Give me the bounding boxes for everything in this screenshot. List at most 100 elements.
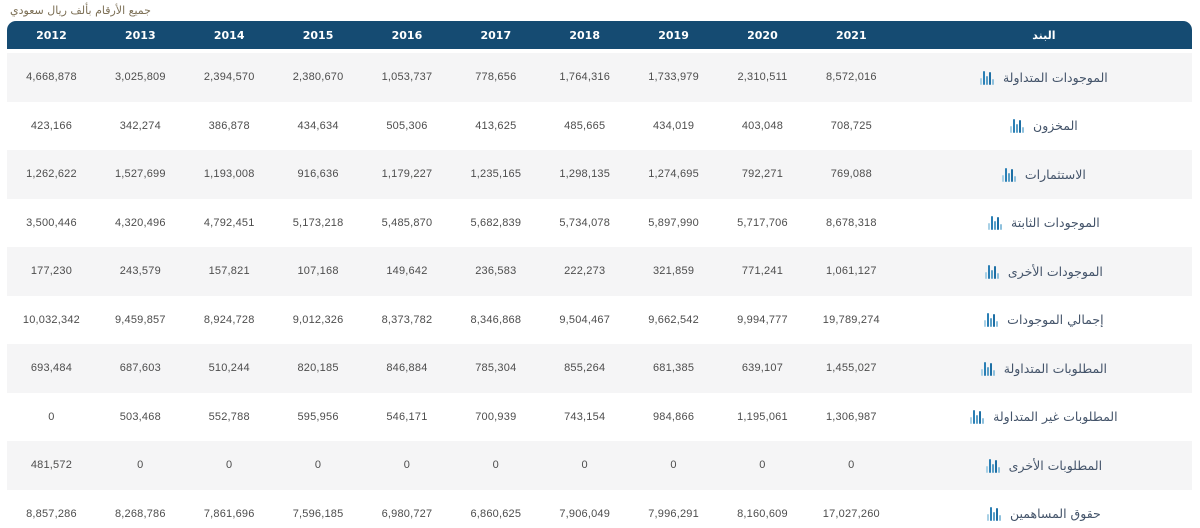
bar-chart-icon[interactable] (984, 264, 999, 279)
value-cell: 1,061,127 (825, 265, 877, 278)
value-cell: 434,019 (652, 119, 695, 132)
value-cell: 3,025,809 (114, 71, 166, 84)
value-cell: 0 (492, 459, 499, 472)
value-cell: 1,262,622 (26, 168, 77, 181)
item-label: الموجودات الأخرى (1007, 263, 1103, 279)
bar-chart-icon[interactable] (984, 312, 999, 328)
bar-chart-icon[interactable] (979, 70, 994, 85)
column-header-year: 2017 (480, 28, 512, 42)
bar-chart-icon[interactable] (970, 409, 985, 425)
item-cell: حقوق المساهمين (896, 506, 1192, 522)
value-cell: 6,860,625 (470, 507, 522, 520)
item-label: المخزون (1033, 118, 1078, 134)
value-cell: 4,320,496 (114, 216, 166, 229)
column-header-year: 2013 (125, 28, 156, 42)
column-header-year: 2018 (569, 28, 600, 42)
value-cell: 1,179,227 (381, 168, 433, 181)
value-cell: 0 (670, 459, 677, 472)
table-row: 481,572 0 0 0 0 0 0 0 0 0 المطلوبات الأخرى (7, 441, 1192, 490)
value-cell: 5,173,218 (292, 216, 344, 229)
item-label: إجمالي الموجودات (1007, 312, 1104, 328)
item-cell: إجمالي الموجودات (896, 312, 1192, 328)
value-cell: 2,394,570 (203, 71, 255, 84)
value-cell: 17,027,260 (822, 507, 880, 520)
value-cell: 8,678,318 (825, 216, 877, 229)
value-cell: 0 (314, 459, 322, 472)
value-cell: 485,665 (564, 119, 606, 132)
value-cell: 7,596,185 (292, 507, 344, 520)
value-cell: 8,373,782 (381, 313, 433, 326)
column-header-year: 2014 (213, 28, 245, 42)
item-cell: الموجودات المتداولة (896, 70, 1192, 85)
bar-chart-icon[interactable] (1010, 118, 1025, 134)
table-row: 177,230 243,579 157,821 107,168 149,642 236,5… (7, 247, 1192, 296)
value-cell: 481,572 (30, 459, 73, 472)
value-cell: 0 (403, 459, 411, 472)
table-row: 8,857,286 8,268,786 7,861,696 7,596,185 6,98… (7, 489, 1192, 528)
value-cell: 1,235,165 (470, 168, 522, 181)
value-cell: 423,166 (30, 119, 73, 132)
bar-chart-icon[interactable] (988, 215, 1002, 231)
value-cell: 5,717,706 (737, 216, 788, 229)
value-cell: 8,268,786 (114, 507, 166, 520)
value-cell: 157,821 (208, 265, 250, 278)
value-cell: 413,625 (475, 119, 517, 132)
value-cell: 10,032,342 (22, 313, 80, 326)
value-cell: 0 (759, 459, 766, 472)
value-cell: 8,160,609 (737, 507, 788, 520)
value-cell: 855,264 (564, 362, 606, 375)
item-cell: الاستثمارات (896, 167, 1192, 182)
value-cell: 9,012,326 (292, 313, 344, 326)
value-cell: 8,572,016 (825, 71, 877, 84)
value-cell: 321,859 (652, 265, 695, 278)
value-cell: 771,241 (741, 265, 784, 278)
value-cell: 595,956 (297, 410, 339, 423)
value-cell: 19,789,274 (822, 313, 880, 326)
column-header-year: 2020 (747, 28, 778, 42)
item-label: الموجودات الثابتة (1011, 215, 1100, 231)
value-cell: 3,500,446 (26, 216, 77, 229)
value-cell: 2,310,511 (737, 71, 788, 84)
value-cell: 149,642 (386, 265, 428, 278)
value-cell: 0 (226, 459, 233, 472)
table-row: 423,166 342,274 386,878 434,634 505,306 413,6… (7, 101, 1192, 150)
value-cell: 687,603 (119, 362, 161, 375)
value-cell: 0 (137, 459, 144, 472)
table-body: 4,668,878 3,025,809 2,394,570 2,380,670 1,05… (7, 49, 1192, 528)
bar-chart-icon[interactable] (987, 506, 1001, 522)
value-cell: 708,725 (830, 119, 872, 132)
value-cell: 107,168 (297, 265, 339, 278)
value-cell: 984,866 (652, 410, 695, 423)
bar-chart-icon[interactable] (980, 361, 995, 376)
value-cell: 1,298,135 (559, 168, 611, 181)
value-cell: 236,583 (475, 265, 517, 278)
value-cell: 639,107 (741, 362, 784, 375)
table-row: 693,484 687,603 510,244 820,185 846,884 785,3… (7, 344, 1192, 393)
value-cell: 2,380,670 (292, 71, 344, 84)
value-cell: 820,185 (297, 362, 339, 375)
value-cell: 1,193,008 (203, 168, 255, 181)
bar-chart-icon[interactable] (1001, 167, 1016, 182)
column-header-year: 2021 (836, 28, 867, 42)
value-cell: 4,668,878 (26, 71, 77, 84)
value-cell: 681,385 (652, 362, 695, 375)
financial-statements-table: 2012 2013 2014 2015 2016 2017 2018 2019 2020 2021… (7, 21, 1192, 528)
table-row: 10,032,342 9,459,857 8,924,728 9,012,326 8,3… (7, 295, 1192, 344)
column-header-year: 2019 (658, 28, 689, 42)
value-cell: 1,764,316 (559, 71, 611, 84)
value-cell: 342,274 (119, 119, 161, 132)
item-cell: المطلوبات الأخرى (896, 458, 1192, 473)
value-cell: 693,484 (30, 362, 73, 375)
value-cell: 243,579 (119, 265, 161, 278)
value-cell: 510,244 (208, 362, 250, 375)
item-label: الموجودات المتداولة (1002, 69, 1108, 85)
value-cell: 546,171 (386, 410, 428, 423)
table-row: 4,668,878 3,025,809 2,394,570 2,380,670 1,05… (7, 53, 1192, 102)
value-cell: 386,878 (208, 119, 250, 132)
table-row: 1,262,622 1,527,699 1,193,008 916,636 1,179,… (7, 150, 1192, 199)
bar-chart-icon[interactable] (985, 458, 1000, 473)
item-cell: المطلوبات المتداولة (896, 361, 1192, 376)
item-cell: المطلوبات غير المتداولة (896, 409, 1192, 425)
value-cell: 5,485,870 (381, 216, 433, 229)
